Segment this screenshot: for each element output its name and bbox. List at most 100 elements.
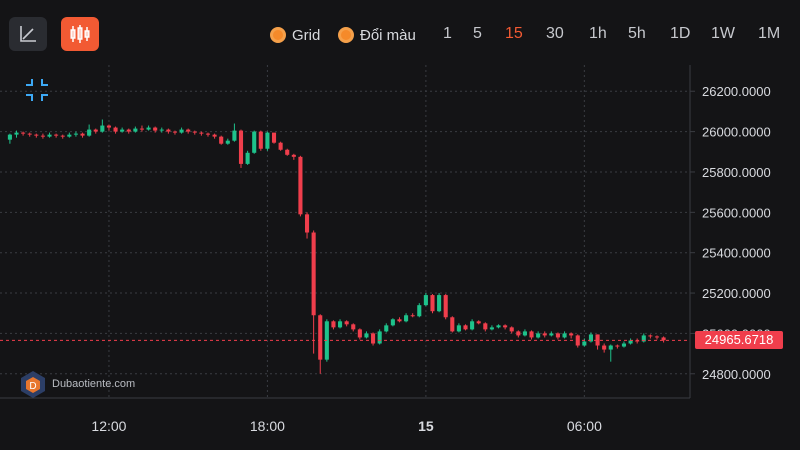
- candle: [582, 338, 587, 347]
- candle-body: [258, 131, 263, 149]
- candle: [542, 331, 547, 338]
- candle: [509, 326, 514, 334]
- candle-body: [252, 131, 257, 153]
- candle: [159, 127, 164, 133]
- timeframe-1d[interactable]: 1D: [670, 25, 691, 42]
- candle-body: [265, 132, 270, 149]
- candle: [120, 127, 125, 133]
- timeframe-1m[interactable]: 1M: [758, 25, 781, 42]
- candle: [529, 330, 534, 340]
- candle: [417, 303, 422, 318]
- candle-body: [54, 134, 59, 136]
- candle: [437, 293, 442, 313]
- candle-body: [437, 295, 442, 312]
- toolbar: Grid Đổi màu 1 5 15 30 1h 5h 1D 1W 1M: [0, 0, 800, 70]
- candle-body: [291, 154, 296, 157]
- fullscreen-icon: [26, 79, 48, 101]
- candle: [496, 324, 501, 329]
- candle-body: [120, 129, 125, 132]
- candle-body: [159, 129, 164, 131]
- candle: [569, 332, 574, 339]
- y-tick-label: 26200.0000: [702, 84, 771, 99]
- candle-body: [166, 129, 171, 132]
- grid-toggle[interactable]: Grid: [270, 24, 320, 46]
- candle-body: [304, 214, 310, 233]
- candle-body: [509, 327, 514, 332]
- candle: [503, 324, 508, 330]
- candle-body: [404, 315, 409, 322]
- candle: [285, 148, 290, 156]
- candle: [390, 318, 395, 327]
- candle: [212, 133, 217, 139]
- candle: [146, 125, 151, 131]
- candle: [304, 212, 310, 239]
- fullscreen-button[interactable]: [24, 77, 50, 103]
- candle-body: [7, 134, 12, 140]
- candle-body: [87, 129, 92, 136]
- chart-grid: [0, 65, 695, 398]
- timeframe-5h[interactable]: 5h: [628, 25, 646, 42]
- candle-body: [503, 325, 508, 328]
- candle: [450, 316, 455, 333]
- candle: [602, 343, 607, 353]
- candle-body: [516, 331, 521, 336]
- candle: [179, 127, 184, 134]
- candle: [318, 314, 323, 374]
- candle: [522, 329, 527, 337]
- candle-body: [456, 325, 461, 332]
- candle-body: [133, 128, 138, 132]
- candle-body: [146, 127, 151, 130]
- candle-body: [364, 333, 369, 338]
- candle: [549, 331, 554, 337]
- last-price-tag: 24965.6718: [695, 331, 783, 349]
- svg-text:D: D: [29, 381, 36, 392]
- candle: [67, 132, 72, 138]
- candle-body: [271, 132, 277, 143]
- candle-body: [205, 133, 211, 135]
- candle: [641, 333, 646, 343]
- timeframe-5[interactable]: 5: [473, 25, 482, 42]
- candle: [344, 320, 349, 327]
- x-tick-label: 06:00: [567, 418, 602, 434]
- candle: [133, 126, 138, 133]
- timeframe-1h[interactable]: 1h: [589, 25, 607, 42]
- candle: [54, 133, 59, 138]
- candle-body: [628, 340, 633, 344]
- candle-body: [615, 345, 620, 347]
- timeframe-30[interactable]: 30: [546, 25, 564, 42]
- timeframe-15[interactable]: 15: [505, 25, 523, 42]
- candle-body: [549, 333, 554, 336]
- candle-body: [351, 324, 356, 330]
- candle: [463, 324, 468, 331]
- candle: [595, 334, 600, 350]
- color-toggle[interactable]: Đổi màu: [338, 24, 416, 46]
- line-chart-button[interactable]: [9, 17, 47, 51]
- candle: [225, 138, 230, 145]
- candle: [648, 334, 653, 339]
- candle: [483, 322, 488, 332]
- candle-body: [423, 295, 428, 306]
- candle: [60, 134, 65, 139]
- candle-body: [529, 331, 534, 338]
- watermark-text: Dubaotiente.com: [52, 378, 136, 390]
- timeframe-1w[interactable]: 1W: [711, 25, 735, 42]
- timeframe-1[interactable]: 1: [443, 25, 452, 42]
- x-axis-labels: 12:00 18:00 15 06:00: [91, 418, 602, 434]
- candle-body: [245, 152, 250, 164]
- candlestick-button[interactable]: [61, 17, 99, 51]
- candle: [80, 132, 85, 138]
- candle: [654, 335, 660, 340]
- candle-body: [80, 133, 85, 136]
- candle-body: [232, 130, 237, 141]
- radio-on-icon: [338, 27, 354, 43]
- candle-body: [21, 132, 26, 134]
- candle-body: [588, 334, 594, 342]
- candle: [555, 332, 560, 340]
- candle-body: [238, 130, 244, 164]
- candle-body: [338, 321, 343, 328]
- candle-body: [126, 129, 131, 132]
- candle: [14, 130, 19, 138]
- candle-body: [100, 125, 105, 132]
- candle-body: [496, 325, 501, 328]
